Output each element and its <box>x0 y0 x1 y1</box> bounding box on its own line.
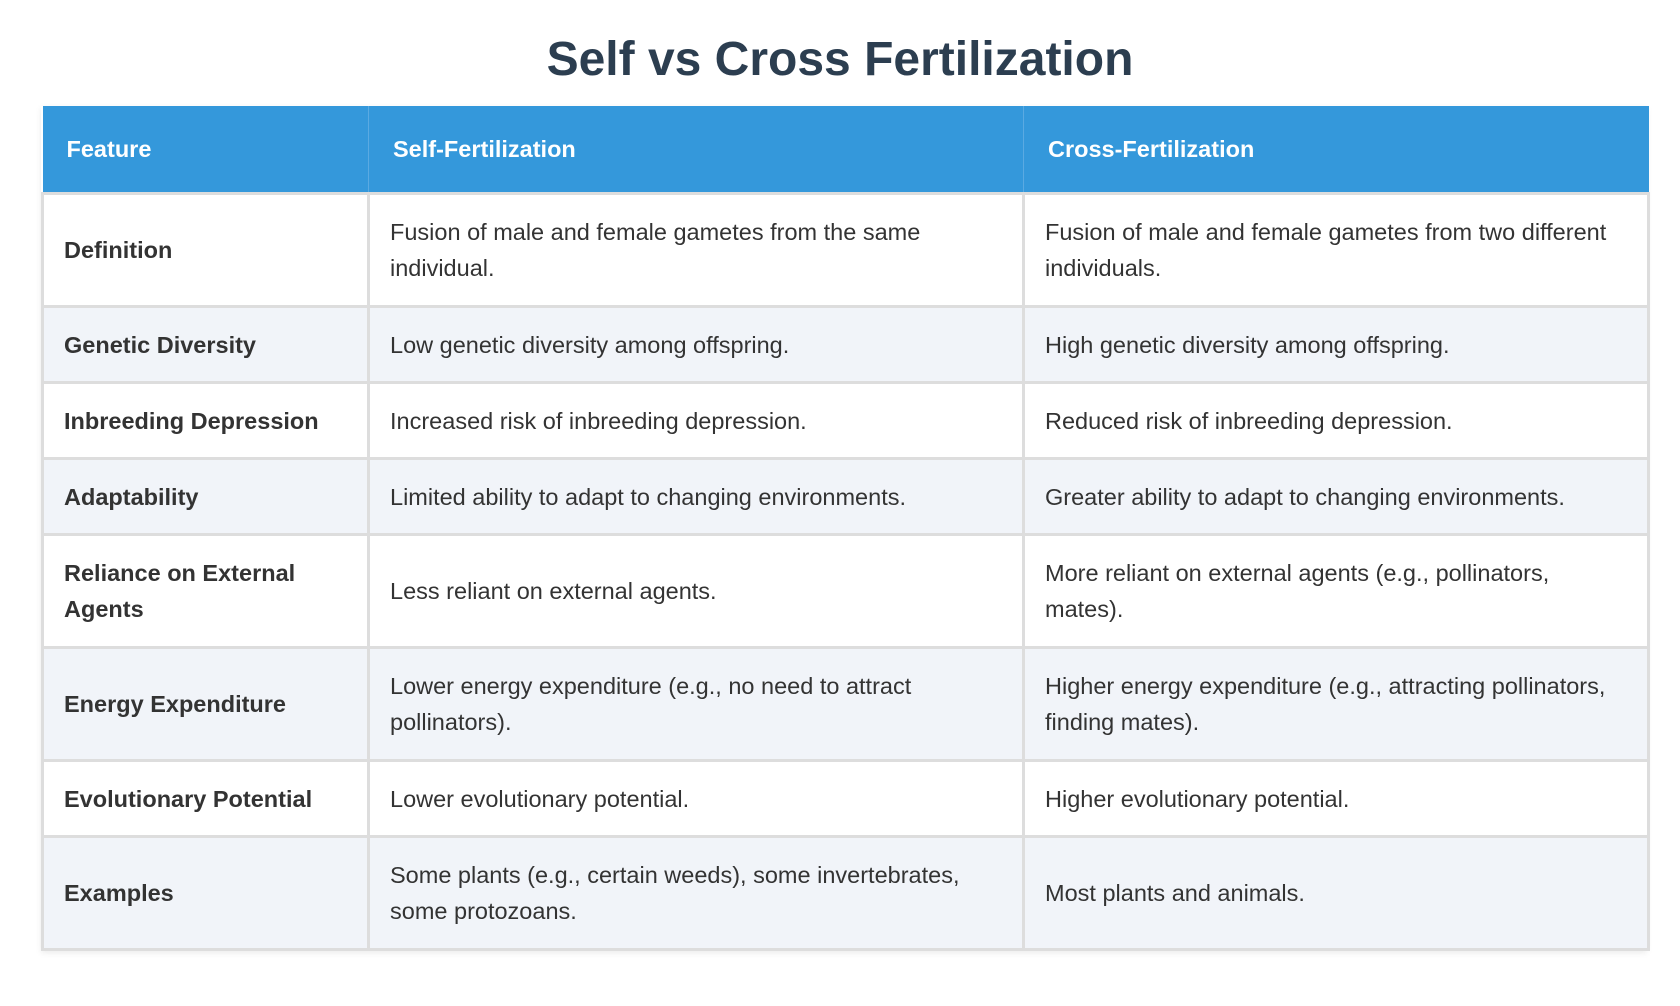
feature-cell: Evolutionary Potential <box>41 759 370 838</box>
table-header: Feature Self-Fertilization Cross-Fertili… <box>42 106 1649 195</box>
self-fertilization-cell: Less reliant on external agents. <box>367 533 1025 649</box>
cross-fertilization-cell: Most plants and animals. <box>1022 835 1650 951</box>
self-fertilization-cell: Low genetic diversity among offspring. <box>367 305 1025 384</box>
column-header-feature: Feature <box>42 106 369 195</box>
feature-cell: Reliance on External Agents <box>41 533 370 649</box>
table-row-energy-expenditure: Energy Expenditure Lower energy expendit… <box>41 646 1650 762</box>
feature-cell: Genetic Diversity <box>41 305 370 384</box>
cross-fertilization-cell: Reduced risk of inbreeding depression. <box>1022 381 1650 460</box>
header-row: Feature Self-Fertilization Cross-Fertili… <box>42 106 1649 195</box>
table-row-reliance-on-external-agents: Reliance on External Agents Less reliant… <box>41 533 1650 649</box>
cross-fertilization-cell: Fusion of male and female gametes from t… <box>1022 192 1650 308</box>
feature-cell: Inbreeding Depression <box>41 381 370 460</box>
page-title: Self vs Cross Fertilization <box>546 33 1134 86</box>
self-fertilization-cell: Lower energy expenditure (e.g., no need … <box>367 646 1025 762</box>
comparison-table-container: Feature Self-Fertilization Cross-Fertili… <box>41 106 1650 951</box>
cross-fertilization-cell: High genetic diversity among offspring. <box>1022 305 1650 384</box>
table-row-examples: Examples Some plants (e.g., certain weed… <box>41 835 1650 951</box>
feature-cell: Energy Expenditure <box>41 646 370 762</box>
feature-cell: Adaptability <box>41 457 370 536</box>
column-header-cross-fertilization: Cross-Fertilization <box>1023 106 1649 195</box>
feature-cell: Definition <box>41 192 370 308</box>
self-fertilization-cell: Increased risk of inbreeding depression. <box>367 381 1025 460</box>
self-fertilization-cell: Limited ability to adapt to changing env… <box>367 457 1025 536</box>
self-fertilization-cell: Some plants (e.g., certain weeds), some … <box>367 835 1025 951</box>
self-fertilization-cell: Fusion of male and female gametes from t… <box>367 192 1025 308</box>
table-row-definition: Definition Fusion of male and female gam… <box>41 192 1650 308</box>
feature-cell: Examples <box>41 835 370 951</box>
cross-fertilization-cell: Higher evolutionary potential. <box>1022 759 1650 838</box>
comparison-table: Feature Self-Fertilization Cross-Fertili… <box>41 106 1650 951</box>
cross-fertilization-cell: Higher energy expenditure (e.g., attract… <box>1022 646 1650 762</box>
self-fertilization-cell: Lower evolutionary potential. <box>367 759 1025 838</box>
column-header-self-fertilization: Self-Fertilization <box>368 106 1024 195</box>
cross-fertilization-cell: Greater ability to adapt to changing env… <box>1022 457 1650 536</box>
table-body: Definition Fusion of male and female gam… <box>41 192 1650 951</box>
table-row-inbreeding-depression: Inbreeding Depression Increased risk of … <box>41 381 1650 460</box>
cross-fertilization-cell: More reliant on external agents (e.g., p… <box>1022 533 1650 649</box>
table-row-adaptability: Adaptability Limited ability to adapt to… <box>41 457 1650 536</box>
table-row-evolutionary-potential: Evolutionary Potential Lower evolutionar… <box>41 759 1650 838</box>
table-row-genetic-diversity: Genetic Diversity Low genetic diversity … <box>41 305 1650 384</box>
